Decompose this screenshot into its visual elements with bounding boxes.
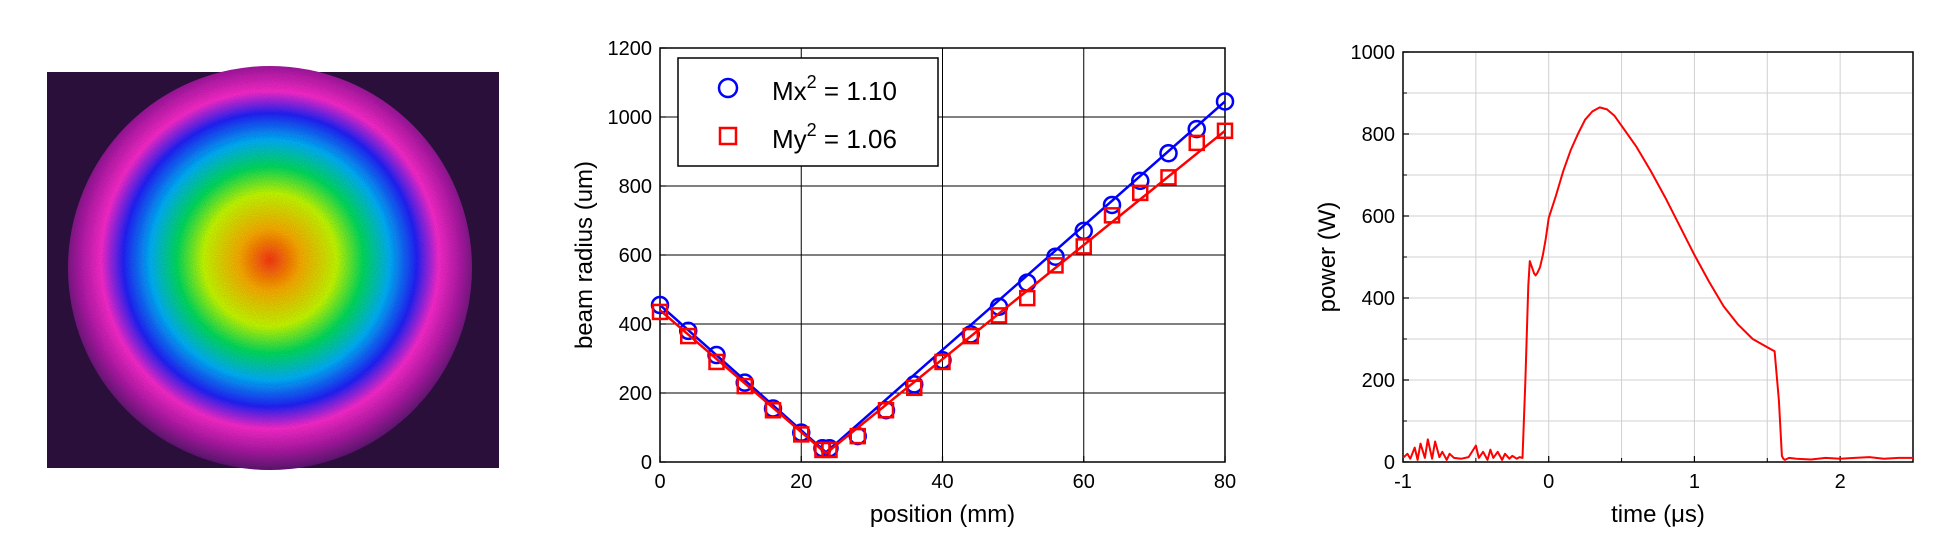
data-point-circle: [1131, 171, 1150, 191]
data-point-square: [793, 426, 810, 443]
legend-box: [677, 57, 939, 167]
y-tick-label: 0: [641, 452, 652, 474]
data-point-square: [1188, 134, 1205, 152]
legend-marker-circle: [717, 77, 739, 99]
data-point-square: [651, 303, 669, 321]
data-point-circle: [1102, 195, 1122, 215]
y-tick-label: 400: [1362, 288, 1395, 310]
x-tick-label: 0: [1543, 471, 1554, 493]
y-axis-label: power (W): [1314, 202, 1341, 313]
x-tick-label: 20: [790, 471, 812, 493]
x-tick-label: 40: [931, 471, 953, 493]
y-tick-label: 1000: [1351, 42, 1396, 64]
y-tick-label: 600: [1362, 206, 1395, 228]
data-point-circle: [1159, 143, 1178, 163]
data-point-square: [708, 353, 725, 371]
y-tick-label: 400: [619, 314, 652, 336]
data-point-square: [1216, 122, 1234, 140]
data-point-square: [990, 307, 1008, 324]
y-tick-label: 200: [619, 383, 652, 405]
data-point-square: [821, 441, 838, 459]
y-tick-label: 800: [619, 176, 652, 198]
y-tick-label: 1000: [608, 107, 653, 129]
data-point-circle: [848, 426, 867, 446]
x-tick-label: -1: [1394, 471, 1412, 493]
data-point-square: [680, 327, 697, 345]
x-tick-label: 1: [1689, 471, 1700, 493]
data-point-square: [1160, 169, 1177, 186]
y-tick-label: 200: [1362, 370, 1395, 392]
data-point-square: [877, 402, 895, 419]
data-point-square: [849, 427, 866, 445]
y-tick-label: 800: [1362, 124, 1395, 146]
data-point-square: [962, 327, 979, 345]
power-trace: [1402, 106, 1913, 461]
data-point-square: [1132, 184, 1149, 202]
series-square: [651, 122, 1234, 459]
x-axis-label: time (μs): [1611, 501, 1705, 528]
data-point-square: [1075, 238, 1092, 255]
legend-marker-square: [718, 126, 738, 146]
data-point-square: [764, 402, 782, 419]
data-point-circle: [1046, 247, 1065, 266]
y-axis-label: beam radius (um): [571, 161, 598, 349]
beam-profile-image: [47, 66, 499, 470]
legend: Mx2 = 1.10 My2 = 1.06: [677, 57, 939, 167]
x-tick-label: 0: [654, 471, 665, 493]
x-tick-label: 80: [1214, 471, 1236, 493]
data-point-square: [1047, 257, 1064, 274]
legend-label: Mx2 = 1.10: [772, 72, 897, 106]
y-tick-label: 600: [619, 245, 652, 267]
x-tick-label: 60: [1073, 471, 1095, 493]
data-point-square: [736, 377, 753, 395]
data-point-square: [1103, 207, 1121, 224]
data-point-square: [1019, 289, 1036, 307]
data-point-square: [934, 353, 951, 371]
beam-profile-spot: [68, 66, 472, 470]
data-point-circle: [1215, 92, 1235, 111]
y-tick-label: 0: [1384, 452, 1395, 474]
x-tick-label: 2: [1835, 471, 1846, 493]
x-axis-label: position (mm): [870, 501, 1015, 528]
y-tick-label: 1200: [608, 38, 653, 60]
data-point-square: [906, 379, 923, 397]
legend-label: My2 = 1.06: [772, 120, 897, 154]
